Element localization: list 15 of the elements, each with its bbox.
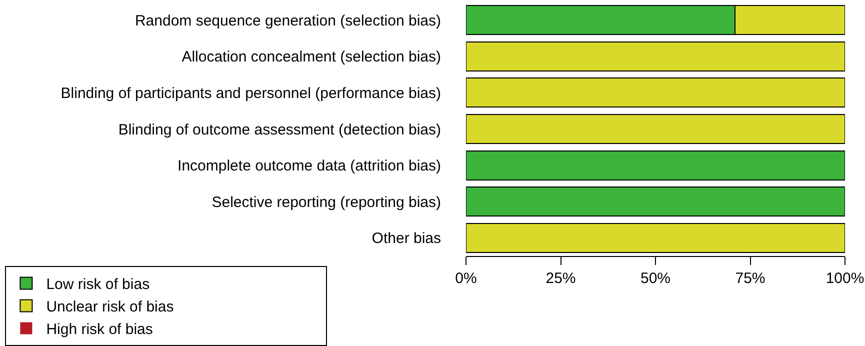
y-tick-label: Random sequence generation (selection bias) (134, 12, 441, 30)
legend-label: Unclear risk of bias (46, 298, 174, 316)
x-tick-label: 25% (546, 270, 576, 287)
y-tick-label: Incomplete outcome data (attrition bias) (178, 158, 442, 175)
y-tick-label: Other bias (372, 230, 441, 248)
x-tick-label: 50% (640, 270, 671, 287)
y-tick-label: Allocation concealment (selection bias) (182, 48, 441, 66)
y-tick-label: Blinding of outcome assessment (detection bias) (118, 121, 441, 138)
legend-label: High risk of bias (46, 321, 153, 338)
y-tick-label: Blinding of participants and personnel (performance bias) (60, 84, 441, 102)
y-tick-label: Selective reporting (reporting bias) (212, 194, 441, 211)
x-tick-label: 0% (455, 270, 477, 287)
x-tick-label: 100% (826, 270, 864, 287)
legend-label: Low risk of bias (46, 276, 150, 294)
x-tick-label: 75% (735, 270, 766, 287)
